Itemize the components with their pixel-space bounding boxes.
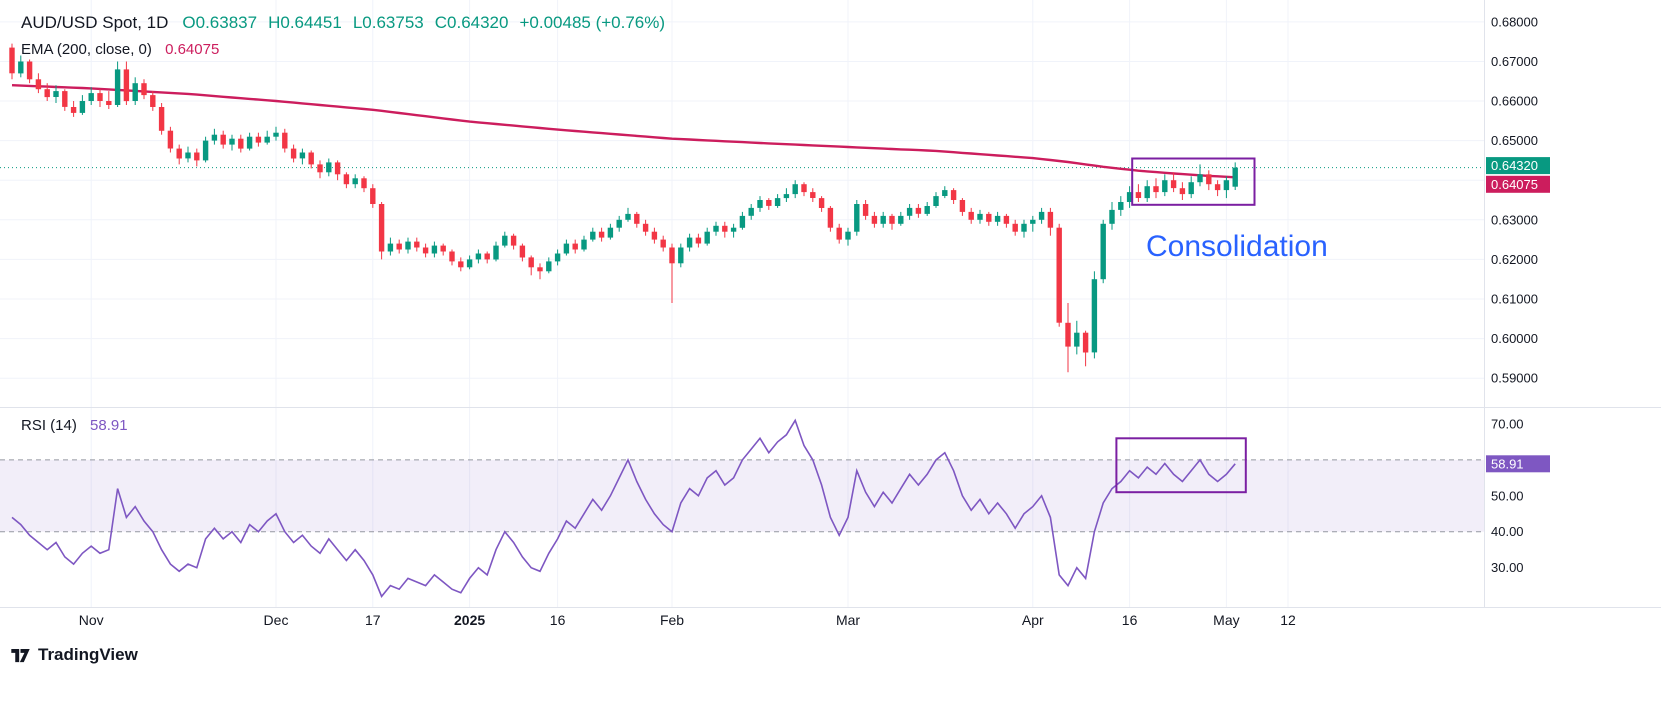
price-axis-label: 0.66000 [1491, 94, 1538, 109]
change-value: +0.00485 (+0.76%) [519, 13, 666, 32]
ema-label: EMA (200, close, 0) [21, 41, 152, 58]
price-axis-label: 0.59000 [1491, 371, 1538, 386]
consolidation-text-label[interactable]: Consolidation [1146, 230, 1328, 263]
rsi-legend-row[interactable]: RSI (14) 58.91 [21, 417, 128, 434]
tradingview-text: TradingView [38, 645, 138, 664]
svg-text:0.64075: 0.64075 [1491, 177, 1538, 192]
low-value: L0.63753 [352, 13, 424, 32]
tradingview-logo-icon [11, 648, 30, 662]
svg-text:0.64320: 0.64320 [1491, 158, 1538, 173]
rsi-band-fill [0, 459, 1484, 532]
last-price-badge: 0.64320 [1486, 157, 1550, 175]
price-axis-label: 0.61000 [1491, 292, 1538, 307]
high-value: H0.64451 [268, 13, 342, 32]
price-axis-label: 0.65000 [1491, 133, 1538, 148]
price-axis-label: 0.60000 [1491, 331, 1538, 346]
consolidation-box-price[interactable] [1131, 157, 1256, 206]
time-axis-label: Nov [79, 612, 104, 628]
time-axis-label: 2025 [454, 612, 485, 628]
ema-value: 0.64075 [165, 41, 220, 58]
rsi-line[interactable] [11, 418, 1236, 598]
time-axis-label: 12 [1280, 612, 1296, 628]
price-axis-label: 0.67000 [1491, 54, 1538, 69]
price-axis-label: 0.62000 [1491, 252, 1538, 267]
time-axis-label: 17 [365, 612, 381, 628]
price-axis-label: 0.63000 [1491, 212, 1538, 227]
price-axis[interactable]: 0.68000 0.67000 0.66000 0.65000 0.63000 0.620… [1491, 14, 1538, 385]
ema-legend-row[interactable]: EMA (200, close, 0) 0.64075 [21, 41, 665, 58]
time-axis-label: 16 [550, 612, 566, 628]
rsi-axis-label: 40.00 [1491, 524, 1524, 539]
time-axis[interactable]: Nov Dec 17 2025 16 Feb Mar Apr 16 May 12 [79, 612, 1296, 628]
tradingview-watermark[interactable]: TradingView [10, 645, 138, 665]
symbol-legend-row[interactable]: AUD/USD Spot, 1D O0.63837 H0.64451 L0.63… [21, 13, 665, 33]
time-axis-label: Feb [660, 612, 684, 628]
rsi-value: 58.91 [90, 417, 128, 434]
rsi-axis-label: 50.00 [1491, 488, 1524, 503]
time-axis-label: 16 [1122, 612, 1138, 628]
candlestick-series[interactable] [9, 43, 1238, 373]
rsi-axis[interactable]: 70.00 50.00 40.00 30.00 [1491, 417, 1524, 576]
rsi-value-badge: 58.91 [1486, 455, 1550, 473]
rsi-axis-label: 70.00 [1491, 417, 1524, 432]
time-axis-label: May [1213, 612, 1239, 628]
time-axis-label: Dec [264, 612, 289, 628]
time-axis-label: Mar [836, 612, 860, 628]
close-value: C0.64320 [434, 13, 509, 32]
consolidation-box-rsi[interactable] [1115, 437, 1247, 494]
time-axis-label: Apr [1022, 612, 1044, 628]
chart-legend: AUD/USD Spot, 1D O0.63837 H0.64451 L0.63… [21, 13, 665, 58]
symbol-title: AUD/USD Spot, 1D [21, 13, 169, 32]
open-value: O0.63837 [182, 13, 258, 32]
rsi-label: RSI (14) [21, 417, 77, 434]
svg-text:58.91: 58.91 [1491, 456, 1524, 471]
ema-value-badge: 0.64075 [1486, 175, 1550, 193]
rsi-axis-label: 30.00 [1491, 560, 1524, 575]
price-axis-label: 0.68000 [1491, 14, 1538, 29]
ema-line[interactable] [11, 84, 1236, 179]
